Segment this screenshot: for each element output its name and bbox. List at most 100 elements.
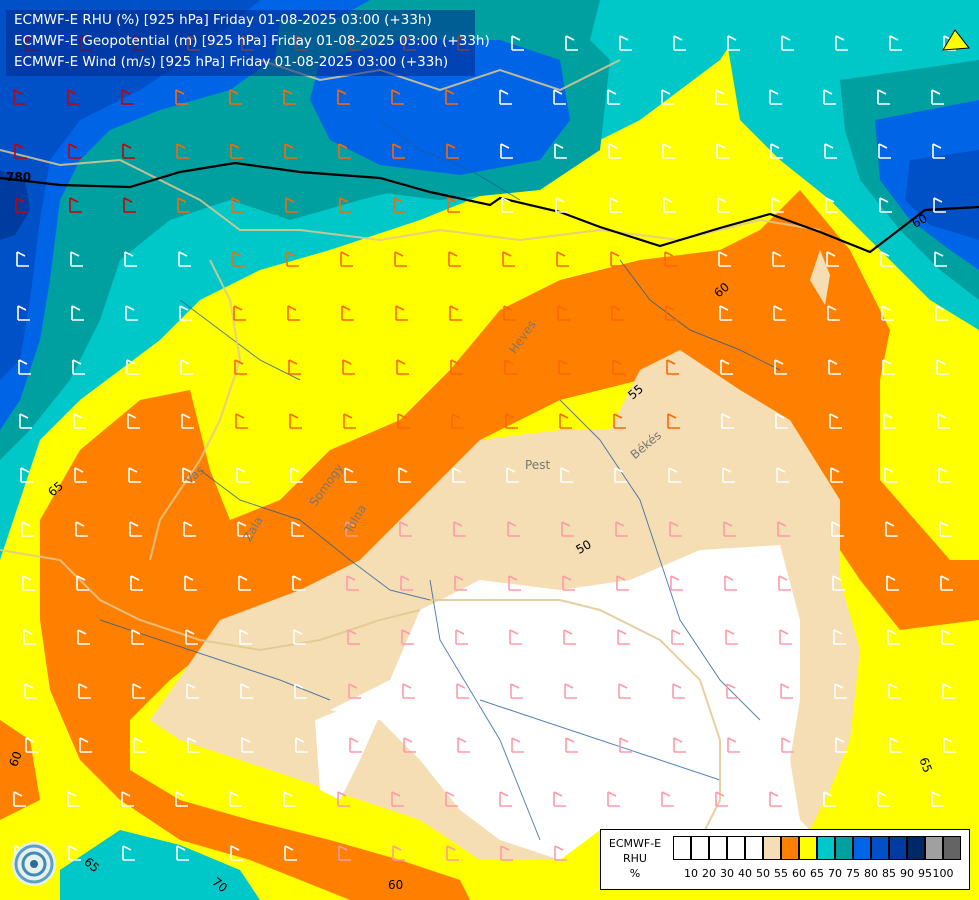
wind-barb	[511, 35, 524, 51]
legend-variable: RHU	[623, 852, 647, 865]
wind-barb	[672, 683, 685, 699]
wind-barb	[616, 575, 629, 591]
wind-barb	[343, 413, 356, 429]
wind-barb	[182, 467, 195, 483]
wind-barb	[133, 737, 146, 753]
wind-barb	[619, 35, 632, 51]
wind-barb	[180, 359, 193, 375]
legend-tick-label: 100	[932, 867, 954, 880]
wind-barb	[825, 197, 838, 213]
wind-barb	[553, 89, 566, 105]
wind-barb	[231, 197, 244, 213]
wind-barb	[126, 359, 139, 375]
wind-barb	[772, 251, 785, 267]
wind-barb	[560, 467, 573, 483]
wind-barb	[823, 791, 836, 807]
wind-barb	[824, 143, 837, 159]
wind-barb	[457, 737, 470, 753]
wind-barb	[23, 629, 36, 645]
wind-barb	[75, 521, 88, 537]
wind-barb	[76, 575, 89, 591]
wind-barb	[129, 521, 142, 537]
wind-barb	[347, 629, 360, 645]
wind-barb	[187, 737, 200, 753]
wind-barb	[718, 251, 731, 267]
ecmwf-logo-icon	[12, 842, 56, 886]
wind-barb	[456, 683, 469, 699]
wind-barb	[505, 413, 518, 429]
wind-barb	[397, 413, 410, 429]
wind-barb	[941, 629, 954, 645]
title-rhu: ECMWF-E RHU (%) [925 hPa] Friday 01-08-2…	[14, 12, 432, 28]
wind-barb	[562, 575, 575, 591]
wind-barb	[556, 251, 569, 267]
title-geopotential: ECMWF-E Geopotential (m) [925 hPa] Frida…	[14, 33, 490, 49]
wind-barb	[662, 143, 675, 159]
rhu-band-90-west	[0, 170, 30, 240]
wind-barb	[392, 143, 405, 159]
wind-barb	[449, 305, 462, 321]
wind-barb	[127, 413, 140, 429]
wind-barb	[618, 683, 631, 699]
legend-tick-label: 95	[918, 867, 932, 880]
legend-swatch	[673, 836, 691, 860]
wind-barb	[447, 197, 460, 213]
legend-tick-label: 75	[846, 867, 860, 880]
wind-barb	[607, 89, 620, 105]
wind-barb	[342, 359, 355, 375]
wind-barb	[671, 629, 684, 645]
wind-barb	[503, 305, 516, 321]
legend-swatch	[871, 836, 889, 860]
wind-barb	[881, 305, 894, 321]
wind-barb	[391, 89, 404, 105]
wind-barb	[609, 197, 622, 213]
wind-barb	[510, 683, 523, 699]
wind-barb	[20, 467, 33, 483]
wind-barb	[723, 521, 736, 537]
wind-barb	[183, 521, 196, 537]
wind-barb	[131, 629, 144, 645]
wind-barb	[78, 683, 91, 699]
wind-barb	[229, 89, 242, 105]
wind-barb	[77, 629, 90, 645]
wind-barb	[19, 413, 32, 429]
wind-barb	[241, 737, 254, 753]
wind-barb	[565, 737, 578, 753]
legend-tick-label: 60	[792, 867, 806, 880]
wind-barb	[236, 467, 249, 483]
wind-barb	[232, 251, 245, 267]
wind-barb	[178, 251, 191, 267]
wind-barb	[670, 575, 683, 591]
wind-barb	[720, 359, 733, 375]
wind-barb	[932, 143, 945, 159]
wind-barb	[508, 575, 521, 591]
wind-barb	[833, 629, 846, 645]
wind-barb	[445, 89, 458, 105]
wind-barb	[338, 143, 351, 159]
wind-barb	[285, 197, 298, 213]
wind-barb	[661, 791, 674, 807]
wind-barb	[936, 359, 949, 375]
wind-barb	[555, 197, 568, 213]
wind-barb	[613, 413, 626, 429]
wind-barb	[21, 521, 34, 537]
wind-barb	[940, 575, 953, 591]
wind-barb	[884, 467, 897, 483]
wind-barb	[125, 305, 138, 321]
wind-barb	[614, 467, 627, 483]
wind-barb	[70, 251, 83, 267]
wind-barb	[294, 683, 307, 699]
wind-barb	[69, 197, 82, 213]
wind-barb	[665, 305, 678, 321]
wind-barb	[668, 467, 681, 483]
wind-barb	[775, 413, 788, 429]
title-wind: ECMWF-E Wind (m/s) [925 hPa] Friday 01-0…	[14, 54, 449, 70]
wind-barb	[880, 251, 893, 267]
wind-barb	[617, 629, 630, 645]
wind-barb	[337, 791, 350, 807]
wind-barb	[564, 683, 577, 699]
legend-swatch	[799, 836, 817, 860]
rhu-band-60	[40, 190, 979, 900]
wind-barb	[612, 359, 625, 375]
